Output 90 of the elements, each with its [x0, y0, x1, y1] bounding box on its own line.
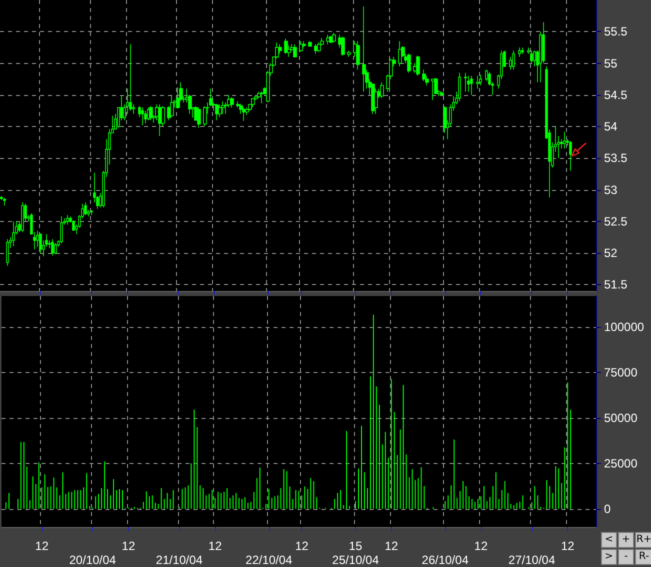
candlestick [464, 72, 467, 92]
x-tick-label: 12 [208, 539, 222, 553]
candlestick [141, 107, 144, 126]
candlestick [458, 72, 461, 102]
candlestick [215, 103, 219, 121]
candlestick [362, 6, 366, 92]
candlestick [60, 216, 63, 244]
candlestick [398, 40, 402, 67]
candlestick [278, 44, 282, 54]
x-tick-label: 12 [384, 539, 398, 553]
x-tick-label: 12 [122, 539, 136, 553]
y-tick-label: 100000 [604, 320, 644, 334]
candlestick [416, 55, 420, 76]
candlestick [479, 74, 482, 86]
candlestick [66, 214, 69, 225]
candlestick [149, 106, 153, 121]
candlestick [6, 238, 9, 266]
candlestick [51, 238, 54, 256]
y-tick-label: 25000 [604, 456, 638, 470]
candlestick [485, 69, 488, 82]
y-tick-label: 54 [604, 120, 618, 134]
x-tick-label: 27/10/04 [508, 553, 556, 567]
x-tick-label: 21/10/04 [156, 553, 203, 567]
candlestick [242, 107, 246, 122]
candlestick [470, 76, 473, 96]
y-tick-label: 50000 [604, 410, 638, 425]
candlestick [90, 210, 93, 216]
y-tick-label: 75000 [604, 365, 638, 380]
candlestick [422, 69, 426, 82]
candlestick [512, 50, 515, 70]
candlestick [218, 104, 222, 118]
candlestick [347, 50, 351, 58]
candlestick [308, 40, 312, 47]
candlestick [569, 140, 572, 172]
y-tick-label: 55 [604, 56, 618, 70]
candlestick [39, 234, 42, 254]
x-tick-label: 20/10/04 [69, 553, 116, 567]
candlestick [431, 78, 435, 100]
candlestick [476, 76, 479, 89]
y-tick-label: 53 [604, 182, 618, 197]
candlestick [317, 42, 321, 52]
candlestick [12, 221, 15, 246]
candlestick [158, 104, 162, 136]
y-tick-label: 52.5 [604, 214, 628, 228]
candlestick [84, 202, 87, 216]
x-tick-label: 22/10/04 [246, 553, 293, 567]
candlestick [170, 94, 174, 118]
candlestick [203, 106, 207, 127]
candlestick [21, 202, 24, 233]
candlestick [251, 98, 255, 108]
x-tick-label: 26/10/04 [422, 553, 469, 567]
candlestick [144, 110, 147, 124]
candlestick [129, 44, 132, 112]
candlestick [467, 76, 470, 92]
x-tick-label: 15 25/10/04 [332, 539, 380, 567]
candlestick [54, 242, 57, 255]
candlestick [3, 198, 6, 206]
x-tick-label: 12 [560, 539, 575, 553]
y-tick-label: 51.5 [604, 278, 628, 292]
x-tick-label: 12 [474, 539, 488, 553]
candlestick [221, 100, 225, 114]
candlestick [356, 40, 360, 70]
navigation-buttons: < + R+ > - R- [601, 532, 651, 565]
candlestick [371, 83, 375, 114]
y-tick-label: 52 [604, 246, 618, 260]
candlestick [563, 131, 566, 150]
candlestick [407, 53, 411, 74]
candlestick [72, 220, 75, 232]
candlestick [326, 34, 330, 45]
candlestick [440, 91, 444, 97]
candlestick [332, 32, 336, 43]
candlestick [293, 44, 297, 58]
candlestick [518, 47, 521, 58]
candlestick [230, 97, 234, 108]
y-tick-label: 0 [604, 502, 611, 516]
y-tick-label: 54.5 [604, 88, 628, 102]
candlestick [197, 107, 201, 128]
candlestick [284, 38, 288, 54]
candlestick [341, 36, 345, 56]
x-tick-label: 12 [35, 539, 49, 553]
y-tick-label: 55.5 [604, 24, 628, 39]
candlestick [299, 40, 303, 52]
candlestick [521, 47, 524, 54]
candlestick [260, 91, 264, 104]
x-tick-label: 12 [295, 539, 309, 553]
candlestick [530, 50, 533, 64]
candlestick [380, 82, 384, 98]
y-tick-label: 53.5 [604, 151, 628, 166]
candlestick [302, 40, 306, 48]
candlestick [314, 44, 318, 54]
